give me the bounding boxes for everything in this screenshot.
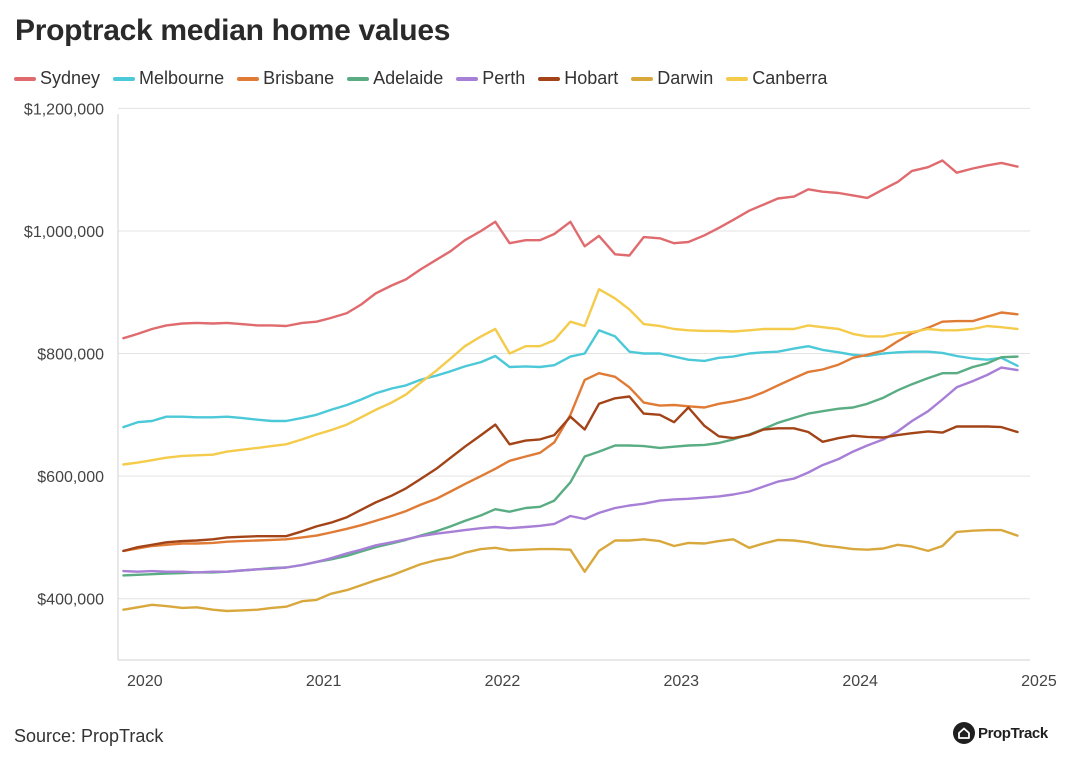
chart-title: Proptrack median home values (15, 14, 451, 47)
legend-label: Perth (482, 68, 526, 88)
x-tick-label: 2024 (842, 673, 878, 690)
y-tick-label: $800,000 (37, 347, 104, 364)
legend-item-adelaide: Adelaide (347, 68, 443, 89)
series-line-brisbane (122, 311, 1019, 553)
series-line-hobart (122, 395, 1019, 553)
series-line-adelaide (122, 355, 1019, 577)
legend-item-melbourne: Melbourne (113, 68, 224, 89)
house-logo-icon (953, 722, 975, 744)
legend-label: Hobart (564, 68, 619, 88)
legend-swatch (726, 76, 749, 81)
x-tick-label: 2020 (127, 673, 163, 690)
legend-item-darwin: Darwin (631, 68, 713, 89)
y-tick-label: $1,200,000 (24, 101, 104, 118)
legend-swatch (347, 76, 370, 81)
legend-label: Sydney (40, 68, 101, 88)
legend-swatch (456, 76, 479, 81)
legend-label: Melbourne (139, 68, 225, 88)
series-line-canberra (122, 288, 1019, 466)
legend-label: Canberra (752, 68, 828, 88)
series-line-perth (122, 366, 1019, 574)
legend-label: Brisbane (263, 68, 335, 88)
x-tick-label: 2022 (485, 673, 521, 690)
series-line-sydney (122, 159, 1019, 340)
legend: Sydney Melbourne Brisbane Adelaide Perth Hoba… (14, 68, 840, 89)
x-tick-label: 2025 (1021, 673, 1057, 690)
legend-swatch (113, 76, 136, 81)
legend-label: Darwin (657, 68, 714, 88)
legend-item-hobart: Hobart (538, 68, 618, 89)
brand-label: PropTrack (978, 724, 1048, 742)
series-line-darwin (122, 528, 1019, 613)
legend-swatch (631, 76, 654, 81)
brand-logo: PropTrack (953, 722, 1048, 744)
source-note: Source: PropTrack (14, 726, 164, 746)
y-tick-label: $1,000,000 (24, 224, 104, 241)
legend-item-canberra: Canberra (726, 68, 827, 89)
legend-item-sydney: Sydney (14, 68, 100, 89)
legend-item-brisbane: Brisbane (237, 68, 334, 89)
legend-swatch (538, 76, 561, 81)
x-tick-label: 2021 (306, 673, 342, 690)
legend-swatch (237, 76, 260, 81)
legend-swatch (14, 76, 36, 81)
y-tick-label: $600,000 (37, 469, 104, 486)
y-tick-label: $400,000 (37, 592, 104, 609)
x-tick-label: 2023 (663, 673, 699, 690)
legend-label: Adelaide (373, 68, 444, 88)
legend-item-perth: Perth (456, 68, 525, 89)
